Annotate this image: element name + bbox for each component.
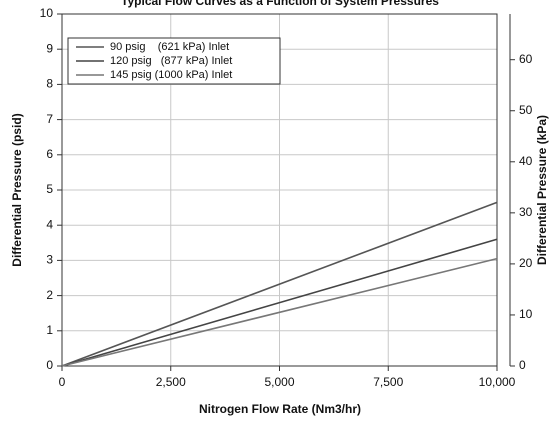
y-tick-label: 1 (46, 323, 53, 337)
y-tick-label: 4 (46, 217, 53, 231)
chart-title: Typical Flow Curves as a Function of Sys… (121, 0, 439, 8)
y2-tick-label: 10 (519, 307, 533, 321)
y-tick-label: 6 (46, 147, 53, 161)
x-tick-label: 0 (59, 375, 66, 389)
series-line (61, 238, 498, 367)
series-line (61, 257, 498, 367)
x-tick-label: 5,000 (264, 375, 294, 389)
y-tick-label: 2 (46, 288, 53, 302)
y-tick-label: 7 (46, 112, 53, 126)
y-tick-label: 8 (46, 77, 53, 91)
y2-tick-label: 20 (519, 256, 533, 270)
x-tick-label: 10,000 (479, 375, 516, 389)
y2-tick-label: 50 (519, 103, 533, 117)
y-tick-label: 3 (46, 253, 53, 267)
y-tick-label: 5 (46, 182, 53, 196)
legend-label: 90 psig (621 kPa) Inlet (110, 41, 229, 53)
y2-tick-label: 60 (519, 52, 533, 66)
y2-tick-label: 40 (519, 154, 533, 168)
y-tick-label: 10 (40, 6, 54, 20)
x-axis-label: Nitrogen Flow Rate (Nm3/hr) (199, 402, 361, 416)
y2-axis-label: Differential Pressure (kPa) (535, 115, 549, 265)
legend-label: 145 psig (1000 kPa) Inlet (110, 69, 232, 81)
legend-label: 120 psig (877 kPa) Inlet (110, 55, 232, 67)
x-tick-label: 7,500 (373, 375, 403, 389)
y-tick-label: 0 (46, 358, 53, 372)
series-line (61, 201, 498, 367)
x-tick-label: 2,500 (156, 375, 186, 389)
y-tick-label: 9 (46, 41, 53, 55)
y-axis-label: Differential Pressure (psid) (10, 113, 24, 266)
y2-tick-label: 0 (519, 358, 526, 372)
y2-tick-label: 30 (519, 205, 533, 219)
plot-frame (61, 13, 498, 367)
